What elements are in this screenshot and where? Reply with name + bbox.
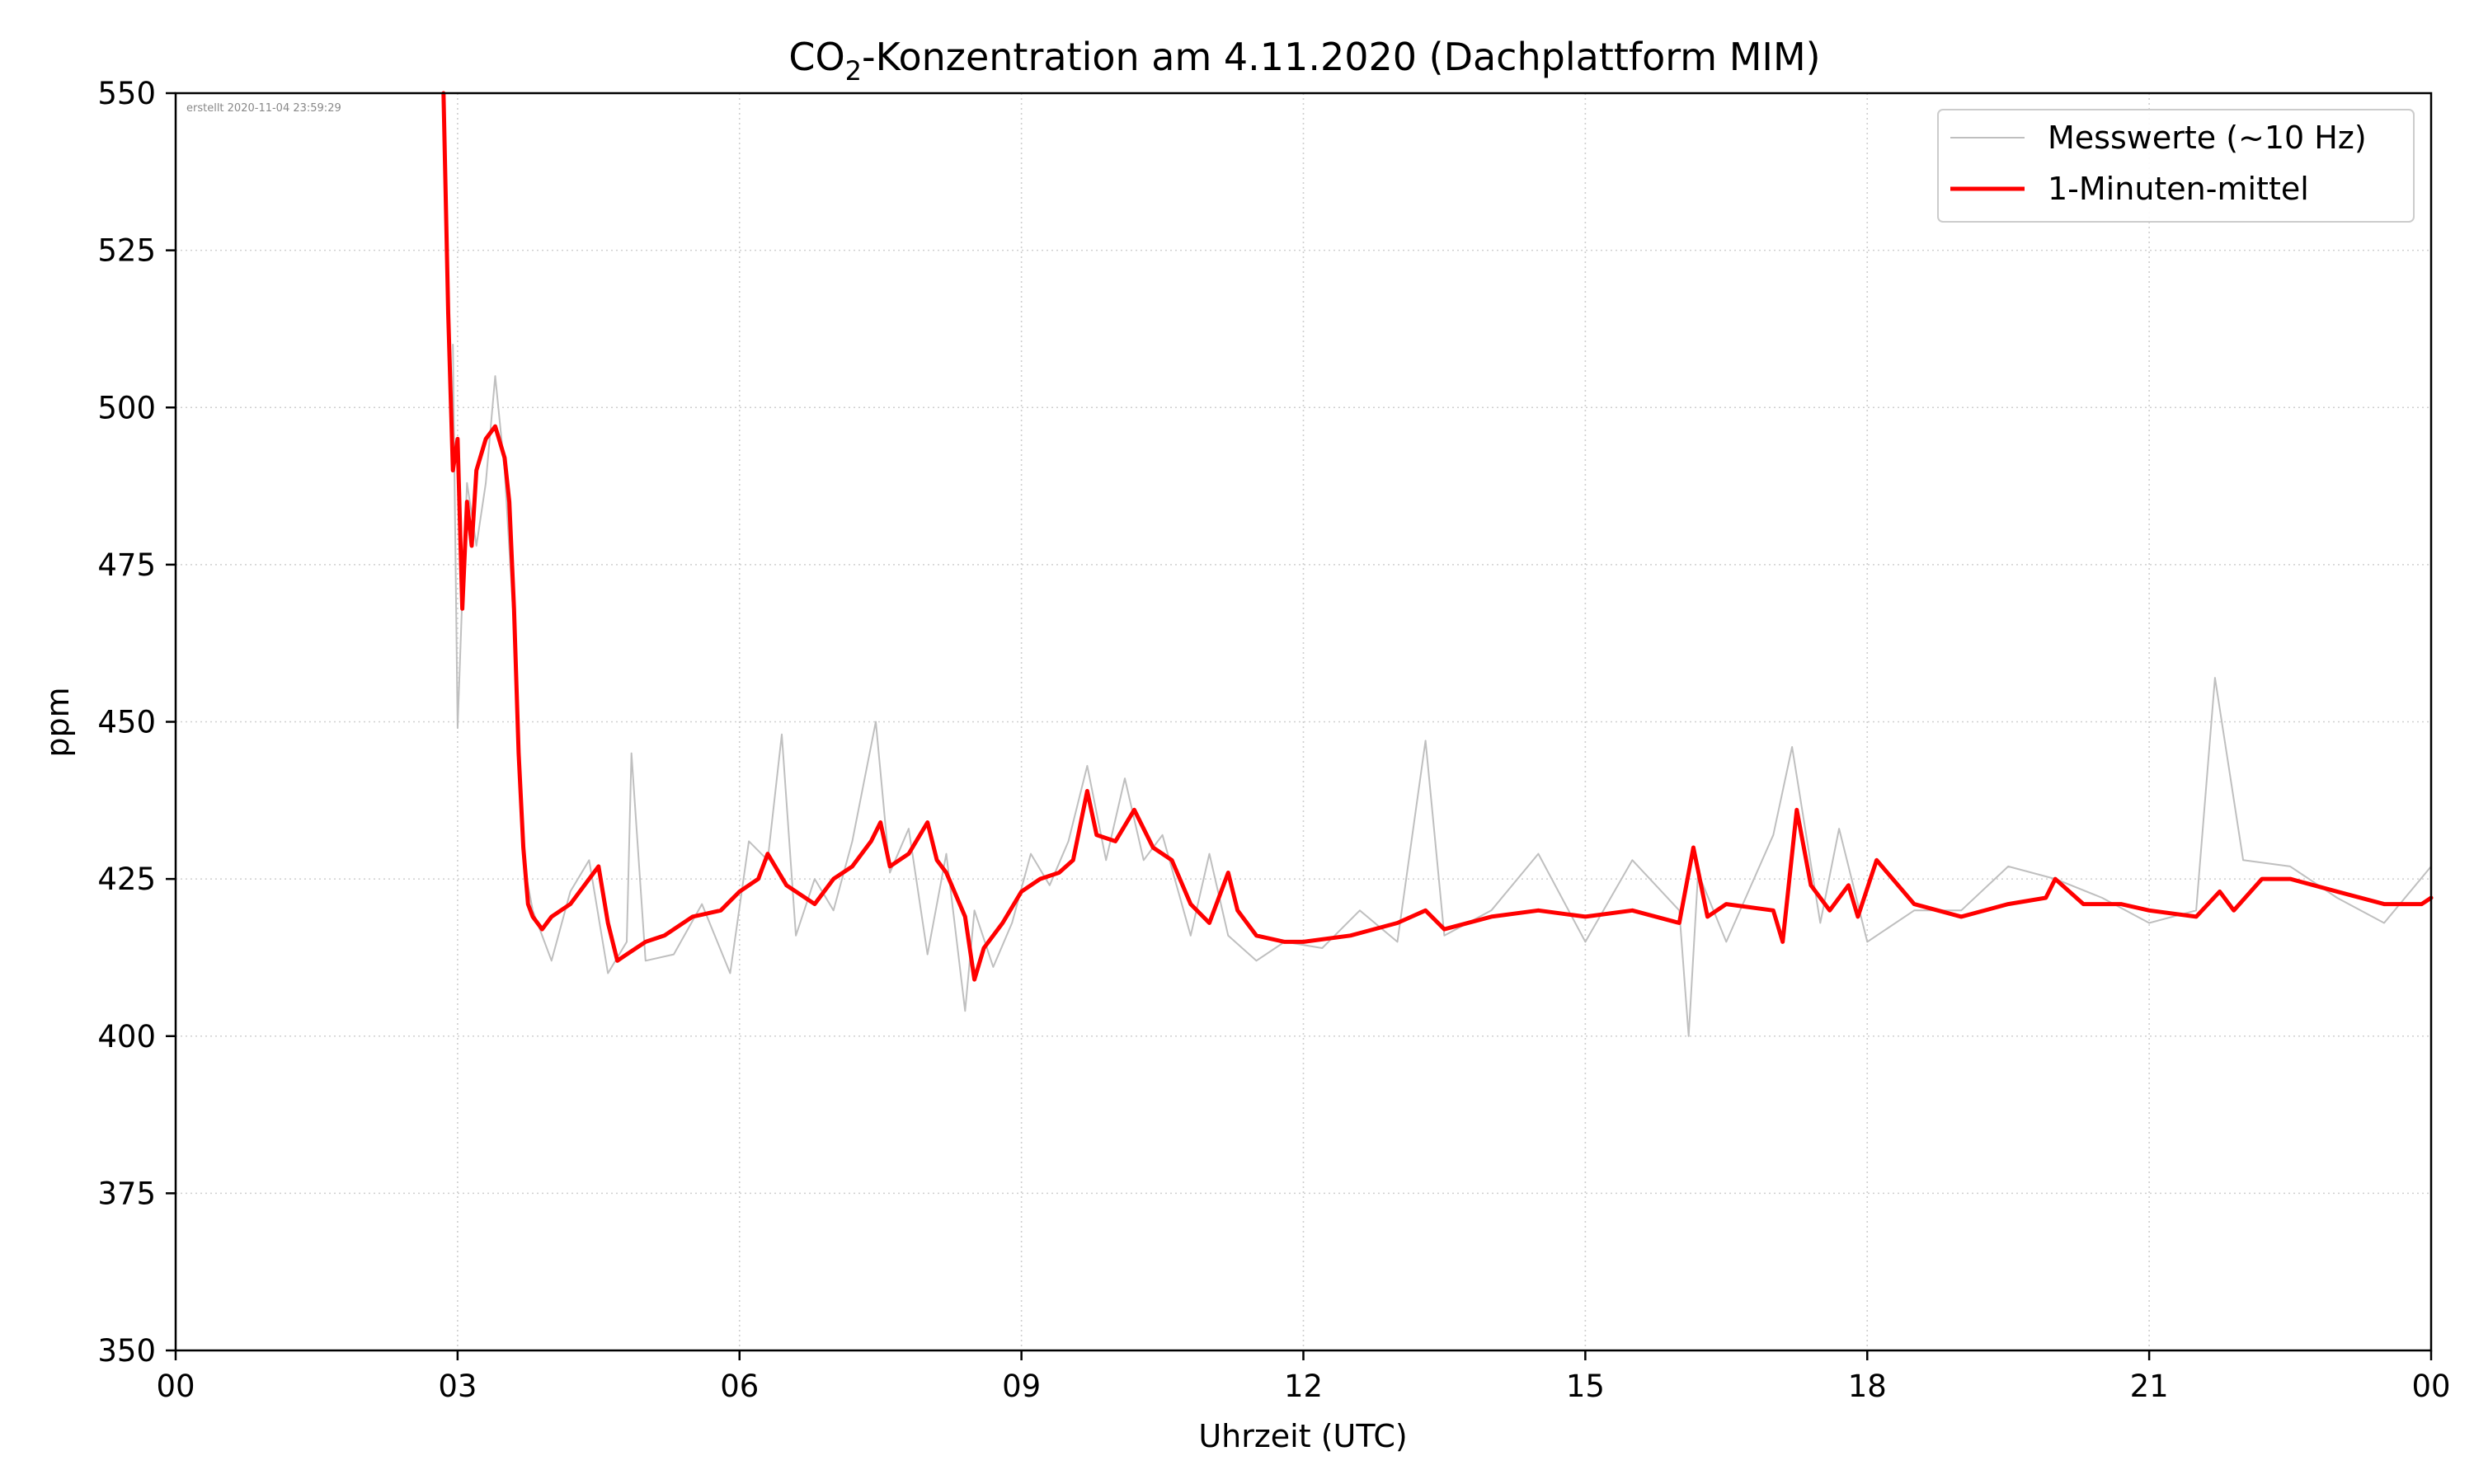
y-tick-label: 425 [97, 862, 156, 897]
y-tick-label: 550 [97, 76, 156, 111]
y-axis-label: ppm [40, 687, 76, 757]
x-tick-label: 00 [156, 1369, 195, 1404]
x-tick-label: 15 [1566, 1369, 1605, 1404]
data-series [441, 91, 2434, 1037]
x-tick-label: 00 [2411, 1369, 2450, 1404]
x-tick-label: 03 [438, 1369, 477, 1404]
legend-label-minutenmittel: 1-Minuten-mittel [2048, 171, 2309, 207]
y-tick-label: 400 [97, 1019, 156, 1054]
title-subscript: 2 [845, 55, 862, 87]
legend: Messwerte (~10 Hz) 1-Minuten-mittel [1937, 109, 2415, 223]
y-tick-label: 375 [97, 1176, 156, 1211]
x-tick-label: 12 [1284, 1369, 1323, 1404]
series-line-messwerte [452, 344, 2432, 1037]
legend-label-messwerte: Messwerte (~10 Hz) [2048, 120, 2367, 156]
creation-timestamp: erstellt 2020-11-04 23:59:29 [186, 102, 341, 115]
y-tick-label: 350 [97, 1333, 156, 1369]
x-tick-label: 09 [1002, 1369, 1041, 1404]
x-tick-label: 06 [720, 1369, 759, 1404]
y-tick-label: 525 [97, 233, 156, 269]
x-tick-label: 18 [1848, 1369, 1887, 1404]
axis-ticks: 00 03 06 09 12 15 18 21 003503754004254504755005… [97, 76, 2450, 1404]
y-tick-label: 475 [97, 547, 156, 583]
y-tick-label: 450 [97, 705, 156, 740]
x-axis-label: Uhrzeit (UTC) [1198, 1418, 1407, 1454]
legend-box [1937, 109, 2415, 223]
series-line-minutenmittel [441, 91, 2434, 982]
y-tick-label: 500 [97, 390, 156, 425]
x-tick-label: 21 [2130, 1369, 2169, 1404]
chart-title: CO2-Konzentration am 4.11.2020 (Dachplat… [788, 35, 1820, 87]
